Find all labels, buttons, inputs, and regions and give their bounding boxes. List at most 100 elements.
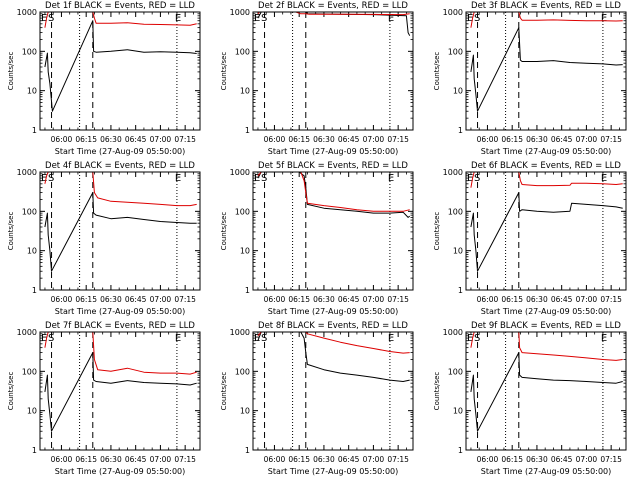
- y-tick-label: 1000: [230, 8, 250, 17]
- x-tick-label: 06:45: [125, 295, 147, 304]
- event-marker-s: S: [261, 333, 267, 344]
- x-tick-label: 07:15: [600, 135, 622, 144]
- event-marker-e: E: [601, 173, 607, 184]
- y-tick-label: 10: [240, 407, 250, 416]
- event-marker-e: E: [388, 173, 394, 184]
- x-tick-label: 07:15: [600, 455, 622, 464]
- x-tick-label: 06:30: [100, 135, 122, 144]
- y-tick-label: 100: [448, 367, 463, 376]
- panel-title: Det 2f BLACK = Events, RED = LLD: [258, 1, 408, 11]
- x-tick-label: 06:30: [526, 455, 548, 464]
- x-tick-label: 06:45: [338, 295, 360, 304]
- x-tick-label: 06:15: [75, 135, 97, 144]
- event-marker-s: S: [261, 13, 267, 24]
- x-tick-label: 07:00: [576, 295, 598, 304]
- y-tick-label: 100: [22, 47, 37, 56]
- panel-title: Det 7f BLACK = Events, RED = LLD: [45, 321, 195, 331]
- event-marker-e: E: [175, 173, 181, 184]
- event-marker-e: E: [467, 13, 473, 24]
- y-axis-label: Counts/sec: [220, 372, 228, 411]
- y-tick-label: 100: [448, 47, 463, 56]
- x-tick-label: 06:15: [75, 295, 97, 304]
- y-axis-label: Counts/sec: [7, 212, 15, 251]
- event-marker-s: S: [261, 173, 267, 184]
- y-tick-label: 10: [453, 407, 463, 416]
- y-tick-label: 10: [27, 407, 37, 416]
- x-tick-label: 06:30: [526, 135, 548, 144]
- event-marker-e: E: [41, 13, 47, 24]
- series-group: [470, 12, 623, 112]
- series-group: [257, 332, 410, 382]
- x-tick-label: 06:00: [264, 295, 286, 304]
- x-axis-label: Start Time (27-Aug-09 05:50:00): [481, 467, 612, 476]
- lld-series-line: [257, 12, 410, 16]
- event-marker-e: E: [601, 333, 607, 344]
- event-marker-s: S: [474, 333, 480, 344]
- y-tick-label: 1: [458, 126, 463, 135]
- x-tick-label: 07:00: [363, 135, 385, 144]
- x-tick-label: 06:45: [338, 455, 360, 464]
- y-tick-label: 1000: [17, 328, 37, 337]
- y-tick-label: 100: [22, 207, 37, 216]
- y-tick-label: 100: [448, 207, 463, 216]
- event-marker-s: S: [48, 13, 54, 24]
- lld-series-line: [257, 172, 410, 212]
- panel-title: Det 9f BLACK = Events, RED = LLD: [471, 321, 621, 331]
- x-axis-label: Start Time (27-Aug-09 05:50:00): [55, 147, 186, 156]
- y-tick-label: 1000: [443, 8, 463, 17]
- y-axis-label: Counts/sec: [7, 52, 15, 91]
- panel-title: Det 1f BLACK = Events, RED = LLD: [45, 1, 195, 11]
- event-marker-e: E: [254, 13, 260, 24]
- x-tick-label: 07:00: [576, 135, 598, 144]
- x-axis-label: Start Time (27-Aug-09 05:50:00): [55, 467, 186, 476]
- events-series-line: [44, 20, 197, 112]
- y-tick-label: 1000: [443, 328, 463, 337]
- lld-series-line: [470, 172, 623, 188]
- event-marker-s: S: [48, 173, 54, 184]
- plot-frame: [39, 331, 201, 451]
- events-series-line: [470, 192, 623, 272]
- y-tick-label: 1: [245, 286, 250, 295]
- plot-frame: [39, 171, 201, 291]
- x-tick-label: 06:30: [526, 295, 548, 304]
- x-tick-label: 06:45: [125, 455, 147, 464]
- y-tick-label: 1000: [230, 328, 250, 337]
- x-tick-label: 06:15: [75, 455, 97, 464]
- plot-frame: [465, 11, 627, 131]
- plot-frame: [252, 171, 414, 291]
- x-tick-label: 07:15: [174, 455, 196, 464]
- y-tick-label: 10: [27, 87, 37, 96]
- event-marker-e: E: [388, 333, 394, 344]
- event-marker-s: S: [474, 173, 480, 184]
- x-axis-label: Start Time (27-Aug-09 05:50:00): [481, 307, 612, 316]
- event-marker-e: E: [467, 333, 473, 344]
- x-tick-label: 06:15: [288, 295, 310, 304]
- detector-panel-9: Det 9f BLACK = Events, RED = LLD Counts/s…: [433, 321, 627, 476]
- plot-frame: [252, 11, 414, 131]
- y-tick-label: 1: [32, 286, 37, 295]
- y-tick-label: 1: [458, 446, 463, 455]
- y-tick-label: 10: [453, 247, 463, 256]
- lld-series-line: [44, 172, 197, 207]
- x-tick-label: 07:00: [576, 455, 598, 464]
- y-tick-label: 100: [235, 367, 250, 376]
- events-series-line: [44, 192, 197, 272]
- x-tick-label: 07:00: [150, 135, 172, 144]
- x-tick-label: 06:45: [338, 135, 360, 144]
- detector-panel-8: Det 8f BLACK = Events, RED = LLD Counts/s…: [220, 321, 414, 476]
- x-tick-label: 07:15: [174, 135, 196, 144]
- detector-panel-6: Det 6f BLACK = Events, RED = LLD Counts/s…: [433, 161, 627, 316]
- y-axis-label: Counts/sec: [220, 52, 228, 91]
- x-tick-label: 06:00: [477, 295, 499, 304]
- y-axis-label: Counts/sec: [433, 212, 441, 251]
- x-tick-label: 06:30: [313, 295, 335, 304]
- series-group: [470, 172, 623, 272]
- event-marker-e: E: [388, 13, 394, 24]
- series-group: [470, 332, 623, 432]
- x-axis-label: Start Time (27-Aug-09 05:50:00): [55, 307, 186, 316]
- series-group: [44, 12, 197, 112]
- y-tick-label: 10: [453, 87, 463, 96]
- x-tick-label: 06:00: [477, 135, 499, 144]
- panel-title: Det 6f BLACK = Events, RED = LLD: [471, 161, 621, 171]
